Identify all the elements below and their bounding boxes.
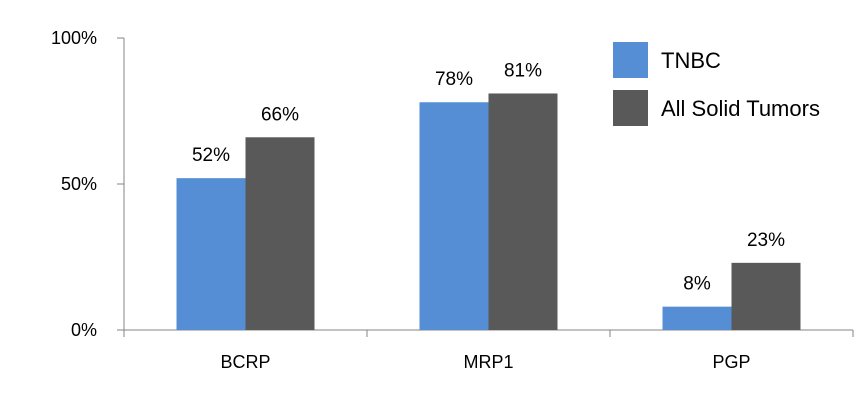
bar-bcrp-all-solid-tumors xyxy=(245,137,315,330)
legend-swatch xyxy=(613,42,648,78)
x-tick-label: BCRP xyxy=(220,352,270,372)
bar-pgp-all-solid-tumors xyxy=(731,262,801,330)
y-tick-label: 0% xyxy=(71,320,97,340)
bar-pgp-tnbc xyxy=(662,306,732,330)
bar-mrp1-tnbc xyxy=(419,102,489,331)
x-tick-label: PGP xyxy=(712,352,750,372)
data-label: 66% xyxy=(261,104,299,125)
y-ticks: 0% 50% 100% xyxy=(51,28,124,340)
y-tick-label: 50% xyxy=(61,174,97,194)
bars xyxy=(176,93,801,331)
x-tick-label: MRP1 xyxy=(463,352,513,372)
legend-swatch xyxy=(613,90,648,126)
data-label: 78% xyxy=(435,69,473,90)
data-label: 8% xyxy=(683,274,711,295)
bar-bcrp-tnbc xyxy=(176,178,246,330)
data-labels: 52% 66% 78% 81% 8% 23% xyxy=(192,60,785,294)
legend-label: All Solid Tumors xyxy=(661,96,820,121)
legend-label: TNBC xyxy=(661,48,721,73)
data-label: 81% xyxy=(504,60,542,81)
data-label: 52% xyxy=(192,145,230,166)
category-labels: BCRP MRP1 PGP xyxy=(220,352,750,372)
data-label: 23% xyxy=(747,230,785,251)
bar-mrp1-all-solid-tumors xyxy=(488,93,558,330)
legend: TNBC All Solid Tumors xyxy=(613,42,820,126)
y-tick-label: 100% xyxy=(51,28,97,48)
